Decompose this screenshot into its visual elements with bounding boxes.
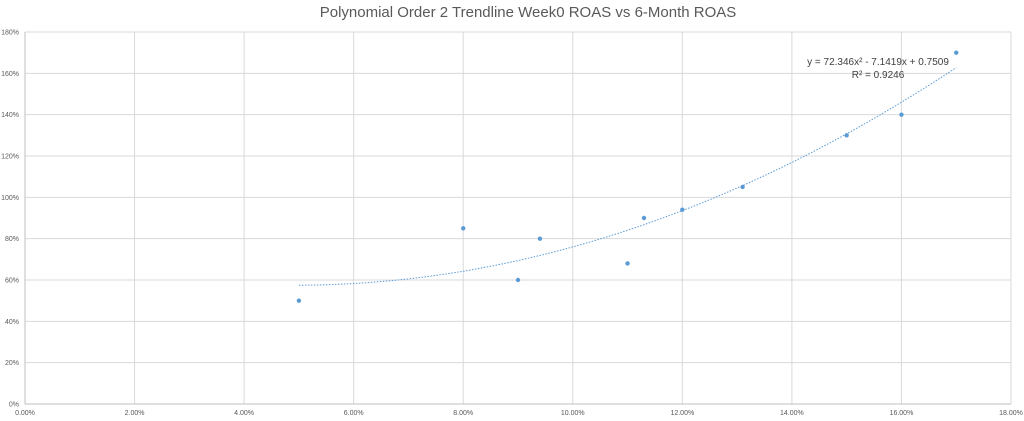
y-axis-ticks: 0% 20% 40% 60% 80% 100% 120% 140% 160% 180% xyxy=(1,30,19,409)
data-point xyxy=(844,133,849,138)
axes xyxy=(24,32,1011,405)
trendline xyxy=(298,67,957,286)
grid-lines xyxy=(25,31,1012,404)
chart-title: Polynomial Order 2 Trendline Week0 ROAS … xyxy=(319,4,737,21)
data-point xyxy=(537,236,543,241)
y-tick-label: 20% xyxy=(5,360,19,367)
data-point xyxy=(899,112,904,117)
trendline-equation: y = 72.346x² - 7.1419x + 0.7509 xyxy=(807,57,949,68)
data-point xyxy=(515,277,521,283)
x-tick-label: 4.00% xyxy=(234,410,254,417)
trendline-r-squared: R² = 0.9246 xyxy=(852,70,905,81)
x-tick-label: 6.00% xyxy=(344,410,364,417)
x-tick-label: 10.00% xyxy=(561,410,585,417)
x-tick-label: 12.00% xyxy=(670,410,694,417)
x-axis-ticks: 0.00% 2.00% 4.00% 6.00% 8.00% 10.00% 12.00% 14.… xyxy=(15,410,1023,417)
y-tick-label: 180% xyxy=(1,30,19,37)
x-tick-label: 18.00% xyxy=(999,410,1023,417)
y-tick-label: 80% xyxy=(5,236,19,243)
y-tick-label: 100% xyxy=(1,195,19,202)
y-tick-label: 0% xyxy=(9,402,19,409)
data-point xyxy=(461,226,466,231)
data-point xyxy=(641,215,647,221)
y-tick-label: 120% xyxy=(1,154,19,161)
x-tick-label: 14.00% xyxy=(780,410,804,417)
y-tick-label: 40% xyxy=(5,319,19,326)
data-point xyxy=(954,50,959,55)
data-points xyxy=(296,50,959,303)
y-tick-label: 160% xyxy=(1,71,19,78)
y-tick-label: 60% xyxy=(5,278,19,285)
data-point xyxy=(296,298,302,303)
x-tick-label: 0.00% xyxy=(15,410,35,417)
data-point xyxy=(680,207,685,212)
data-point xyxy=(740,184,745,190)
x-tick-label: 2.00% xyxy=(125,410,145,417)
data-point xyxy=(625,261,630,266)
x-tick-label: 8.00% xyxy=(453,410,473,417)
y-tick-label: 140% xyxy=(1,112,19,119)
x-tick-label: 16.00% xyxy=(890,410,914,417)
